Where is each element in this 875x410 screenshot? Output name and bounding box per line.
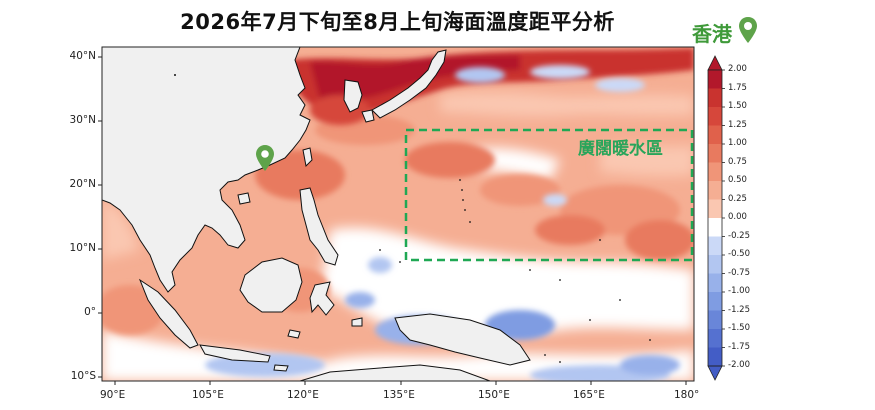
colorbar	[707, 55, 725, 381]
colorbar-tick-label: -0.25	[728, 230, 750, 241]
lon-tick-label: 165°E	[573, 389, 605, 401]
land-areas	[102, 47, 531, 381]
colorbar-tick-label: -1.75	[728, 341, 750, 352]
lon-tick-label: 135°E	[383, 389, 415, 401]
lat-tick-label: 40°N	[69, 50, 96, 62]
hong-kong-map-pin-icon	[256, 145, 274, 171]
colorbar-tick-label: 1.75	[728, 82, 747, 93]
colorbar-tick-label: -1.00	[728, 286, 750, 296]
lat-tick-label: 10°S	[70, 370, 96, 382]
hong-kong-legend-label: 香港	[692, 22, 732, 46]
colorbar-tick-label: 1.00	[728, 138, 747, 148]
colorbar-extend-min	[707, 365, 723, 381]
pacific-islands	[174, 74, 651, 363]
colorbar-segment	[708, 236, 722, 256]
colorbar-tick-label: 2.00	[728, 64, 747, 74]
colorbar-segment	[708, 273, 722, 293]
colorbar-segment	[708, 181, 722, 200]
lon-tick-label: 150°E	[478, 389, 510, 401]
colorbar-tick-label: 1.25	[728, 119, 747, 130]
colorbar-segment	[708, 162, 722, 182]
lat-tick-label: 0°	[84, 306, 96, 318]
colorbar-segment	[708, 310, 722, 330]
colorbar-tick-label: -0.75	[728, 267, 750, 278]
colorbar-segment	[708, 107, 722, 126]
lon-tick-label: 105°E	[192, 389, 224, 401]
colorbar-tick-label: 0.00	[728, 212, 747, 222]
colorbar-segment	[708, 125, 722, 145]
colorbar-segment	[708, 255, 722, 274]
lon-tick-label: 120°E	[287, 389, 319, 401]
colorbar-segment	[708, 88, 722, 108]
colorbar-tick-label: 0.25	[728, 193, 747, 204]
colorbar-tick-label: 0.50	[728, 175, 747, 185]
colorbar-segment	[708, 70, 722, 89]
lat-tick-label: 10°N	[69, 242, 96, 254]
lat-tick-label: 20°N	[69, 178, 96, 190]
colorbar-tick-label: -1.25	[728, 304, 750, 315]
lat-tick-label: 30°N	[69, 114, 96, 126]
warm-region-label: 廣闊暖水區	[578, 139, 663, 159]
axis-ticks	[98, 56, 687, 385]
colorbar-segment	[708, 144, 722, 163]
colorbar-tick-label: 0.75	[728, 156, 747, 167]
chart-title: 2026年7月下旬至8月上旬海面溫度距平分析	[180, 10, 615, 34]
colorbar-tick-label: -0.50	[728, 249, 750, 259]
lon-tick-label: 90°E	[100, 389, 126, 401]
lon-tick-label: 180°	[674, 389, 700, 401]
map-frame	[101, 46, 695, 382]
colorbar-segment	[708, 218, 722, 237]
colorbar-tick-label: -1.50	[728, 323, 750, 333]
location-pin-icon	[739, 17, 757, 43]
colorbar-segment	[708, 347, 722, 367]
warm-region-box	[404, 128, 694, 262]
colorbar-segment	[708, 292, 722, 311]
colorbar-segment	[708, 199, 722, 219]
colorbar-segment	[708, 329, 722, 348]
colorbar-tick-label: 1.50	[728, 101, 747, 111]
colorbar-tick-label: -2.00	[728, 360, 750, 370]
colorbar-extend-max	[707, 55, 723, 71]
